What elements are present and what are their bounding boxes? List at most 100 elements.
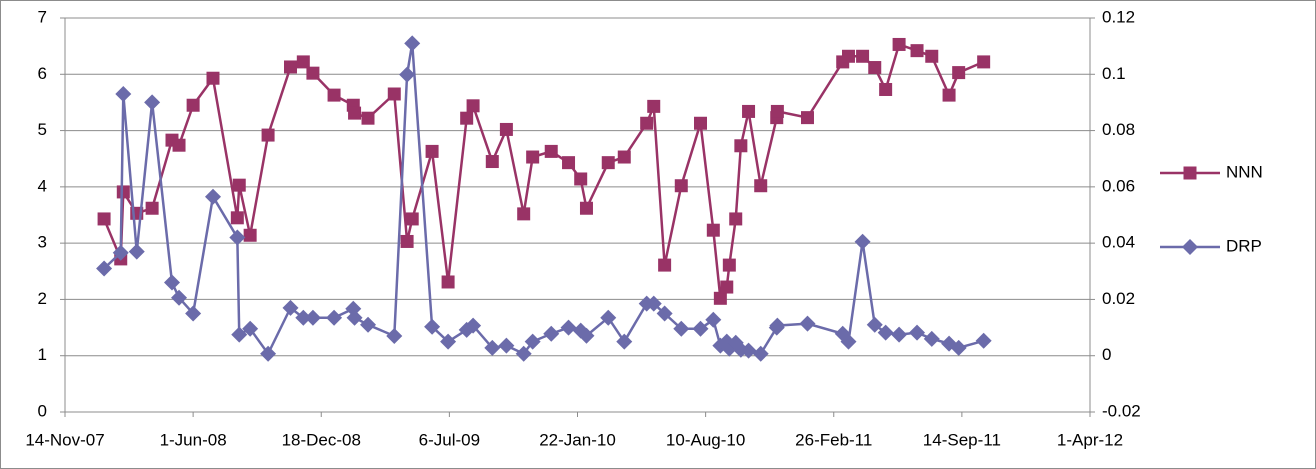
- y2-tick-label: 0.04: [1102, 233, 1135, 252]
- data-point: [112, 244, 129, 261]
- data-point: [466, 99, 480, 113]
- data-point: [950, 339, 967, 356]
- data-point: [856, 49, 870, 63]
- data-point: [526, 150, 540, 164]
- data-point: [769, 317, 786, 334]
- data-point: [574, 172, 588, 186]
- x-tick-label: 1-Apr-12: [1057, 430, 1123, 449]
- data-point: [115, 85, 132, 102]
- data-point: [360, 316, 377, 333]
- data-point: [694, 116, 707, 130]
- data-point: [674, 179, 688, 193]
- data-point: [754, 179, 768, 193]
- data-point: [97, 212, 111, 226]
- data-point: [841, 49, 855, 63]
- data-point: [348, 106, 362, 120]
- data-point: [232, 178, 246, 192]
- data-point: [975, 332, 992, 349]
- data-point: [673, 320, 690, 337]
- data-point: [705, 311, 722, 328]
- data-point: [720, 280, 734, 294]
- data-point: [892, 37, 906, 51]
- data-point: [925, 49, 939, 63]
- data-point: [692, 320, 709, 337]
- data-point: [923, 330, 940, 347]
- y2-tick-label: 0.1: [1102, 64, 1126, 83]
- data-point: [425, 144, 439, 158]
- x-tick-label: 18-Dec-08: [282, 430, 361, 449]
- y-tick-label: 7: [38, 7, 47, 26]
- data-point: [282, 299, 299, 316]
- data-point: [560, 319, 577, 336]
- data-point: [517, 207, 531, 221]
- data-point: [242, 320, 259, 337]
- data-point: [284, 60, 297, 74]
- data-point: [460, 111, 474, 125]
- legend-marker: [1183, 166, 1197, 180]
- data-point: [578, 327, 595, 344]
- data-point: [229, 229, 246, 246]
- data-point: [441, 275, 455, 289]
- data-point: [387, 87, 401, 101]
- data-point: [617, 150, 631, 164]
- data-point: [799, 315, 816, 332]
- data-point: [400, 234, 414, 248]
- data-point: [185, 305, 202, 322]
- data-point: [386, 328, 403, 345]
- data-point: [327, 88, 341, 102]
- data-point: [96, 260, 113, 277]
- data-point: [485, 155, 499, 169]
- y2-tick-label: 0.08: [1102, 120, 1135, 139]
- data-point: [405, 212, 419, 226]
- x-tick-label: 10-Aug-10: [666, 430, 745, 449]
- data-point: [722, 258, 736, 272]
- data-point: [296, 55, 310, 69]
- data-point: [304, 309, 321, 326]
- y-tick-label: 2: [38, 289, 47, 308]
- data-point: [326, 309, 343, 326]
- data-point: [484, 339, 501, 356]
- data-point: [404, 35, 421, 52]
- data-point: [877, 324, 894, 341]
- data-point: [740, 342, 757, 359]
- data-point: [706, 223, 720, 237]
- data-point: [600, 309, 617, 326]
- series-line: [102, 42, 985, 303]
- y2-tick-label: 0.12: [1102, 7, 1135, 26]
- data-point: [171, 289, 188, 306]
- data-point: [770, 104, 784, 118]
- y-tick-label: 1: [38, 345, 47, 364]
- y-tick-label: 5: [38, 120, 47, 139]
- data-point: [647, 99, 661, 113]
- data-point: [840, 333, 857, 350]
- x-tick-label: 14-Sep-11: [923, 430, 1001, 449]
- data-point: [977, 55, 991, 69]
- data-point: [601, 156, 615, 170]
- data-point: [499, 122, 513, 136]
- data-point: [498, 337, 515, 354]
- data-point: [891, 326, 908, 343]
- data-point: [186, 98, 200, 112]
- data-point: [163, 274, 180, 291]
- data-point: [465, 317, 482, 334]
- data-point: [800, 111, 814, 125]
- data-point: [230, 211, 244, 225]
- data-point: [616, 333, 633, 350]
- x-tick-label: 6-Jul-09: [419, 430, 480, 449]
- data-point: [579, 201, 593, 215]
- x-tick-label: 1-Jun-08: [160, 430, 227, 449]
- data-point: [952, 66, 966, 80]
- data-point: [562, 156, 576, 170]
- data-point: [172, 138, 186, 152]
- data-point: [879, 82, 893, 96]
- data-point: [742, 104, 756, 118]
- x-tick-label: 14-Nov-07: [25, 430, 104, 449]
- y-tick-label: 4: [38, 176, 47, 195]
- data-point: [128, 243, 145, 260]
- data-point: [144, 94, 161, 111]
- legend-marker: [1182, 239, 1198, 255]
- data-point: [145, 201, 159, 215]
- data-point: [204, 188, 221, 205]
